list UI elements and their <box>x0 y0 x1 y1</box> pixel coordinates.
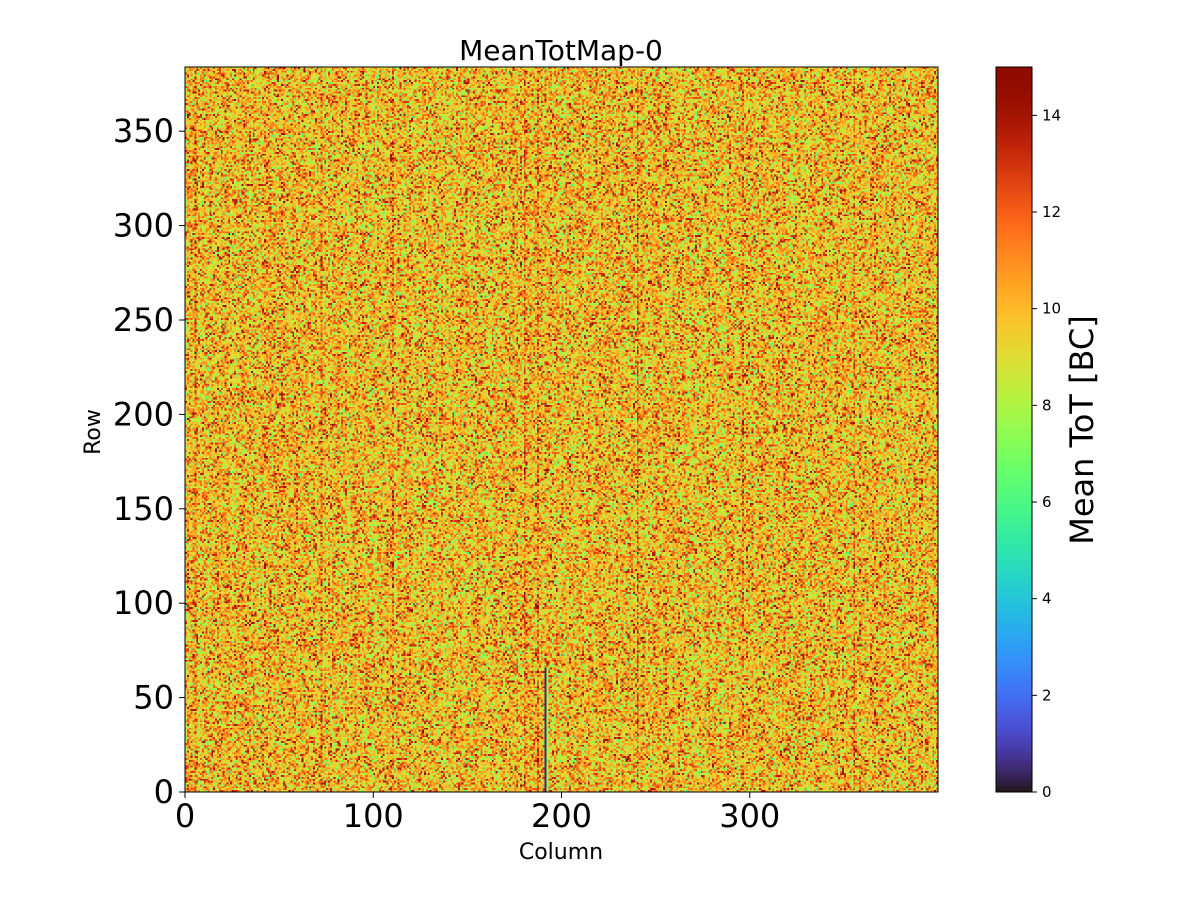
colorbar-tick-label: 2 <box>1042 686 1052 704</box>
colorbar-tick-label: 4 <box>1042 590 1052 608</box>
y-axis-label: Row <box>81 409 106 455</box>
x-tick-label: 300 <box>719 797 780 835</box>
chart-title: MeanTotMap-0 <box>459 34 663 67</box>
colorbar-ticks: 0 2 4 6 8 10 12 14 <box>1032 106 1061 801</box>
colorbar-tick-label: 8 <box>1042 396 1052 414</box>
x-tick-label: 0 <box>175 797 195 835</box>
colorbar-tick-label: 6 <box>1042 493 1052 511</box>
y-tick-label: 250 <box>113 301 174 339</box>
colorbar-tick-label: 12 <box>1042 203 1061 221</box>
colorbar-tick-label: 10 <box>1042 300 1061 318</box>
heatmap-plot-area <box>185 67 938 792</box>
colorbar-tick-label: 14 <box>1042 106 1061 124</box>
colorbar-frame <box>995 66 1033 793</box>
y-tick-label: 300 <box>113 207 174 245</box>
colorbar-gradient <box>996 67 1032 792</box>
y-tick-label: 150 <box>113 490 174 528</box>
y-tick-label: 100 <box>113 584 174 622</box>
plot-frame <box>184 66 939 793</box>
y-tick-label: 50 <box>133 679 174 717</box>
y-tick-label: 200 <box>113 395 174 433</box>
colorbar-tick-label: 0 <box>1042 783 1052 801</box>
y-axis-ticks: 0 50 100 150 200 250 300 350 <box>113 112 185 811</box>
colorbar-label: Mean ToT [BC] <box>1063 315 1101 544</box>
x-tick-label: 200 <box>531 797 592 835</box>
y-tick-label: 0 <box>154 773 174 811</box>
x-axis-ticks: 0 100 200 300 <box>175 792 780 835</box>
y-tick-label: 350 <box>113 112 174 150</box>
x-axis-label: Column <box>519 840 603 865</box>
x-tick-label: 100 <box>343 797 404 835</box>
